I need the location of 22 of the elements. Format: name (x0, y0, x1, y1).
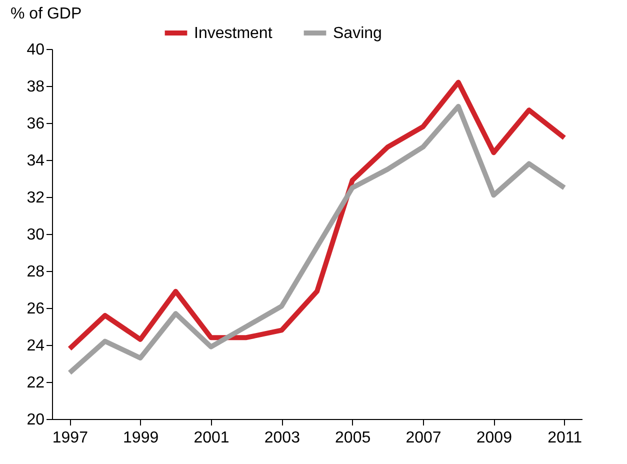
y-tick-label: 28 (26, 264, 45, 280)
x-tick-label: 2003 (264, 430, 300, 446)
x-tick-label: 2007 (406, 430, 442, 446)
x-tick-label: 1999 (123, 430, 159, 446)
y-tick-label: 32 (26, 190, 45, 206)
y-tick-label: 40 (26, 42, 45, 58)
y-axis-title: % of GDP (10, 6, 82, 22)
y-tick-label: 38 (26, 78, 45, 96)
y-tick-label: 20 (26, 412, 45, 428)
y-tick-label: 26 (26, 300, 45, 318)
y-tick-label: 36 (26, 116, 45, 132)
y-tick-label: 24 (26, 338, 45, 354)
x-tick-label: 2011 (548, 430, 582, 446)
x-tick-label: 2009 (476, 430, 512, 446)
x-tick-label: 2001 (194, 430, 230, 446)
y-tick-label: 30 (26, 226, 45, 244)
legend-label: Saving (333, 25, 382, 42)
y-tick-label: 22 (26, 374, 45, 392)
x-tick-label: 2005 (335, 430, 371, 446)
y-tick-label: 34 (26, 152, 45, 170)
x-tick-label: 1997 (52, 430, 88, 446)
legend-label: Investment (194, 25, 273, 42)
